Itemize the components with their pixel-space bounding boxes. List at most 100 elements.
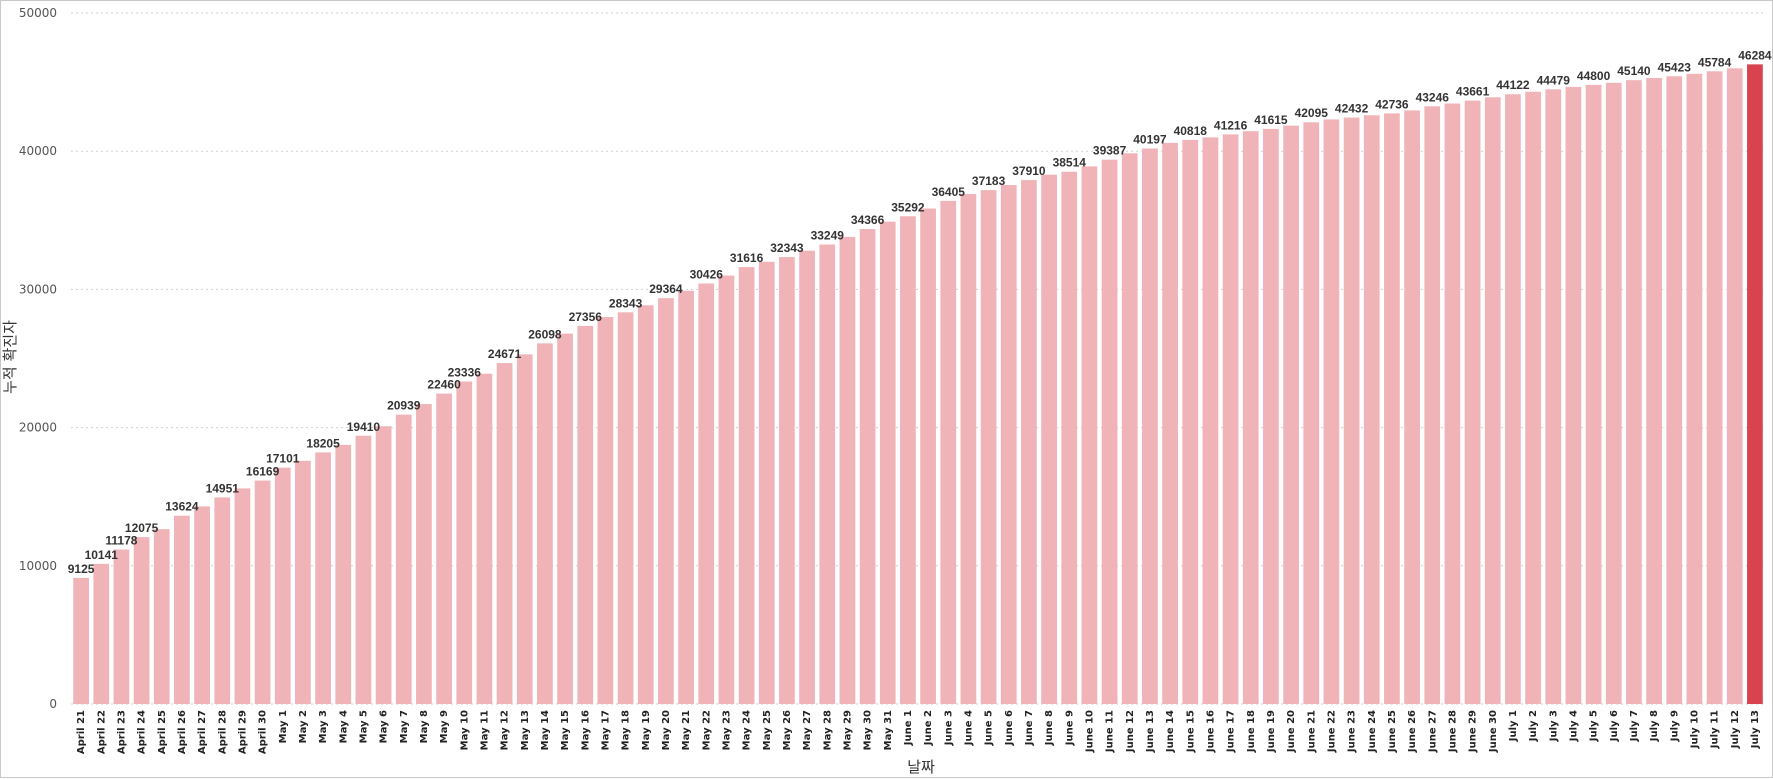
bar [194,506,210,704]
bar [557,333,573,704]
data-label: 31616 [730,251,764,265]
x-tick-label: July 8 [1649,710,1660,742]
x-tick-label: June 7 [1024,710,1035,746]
x-tick-label: April 23 [116,710,127,754]
bar [1101,159,1118,705]
x-tick-label: June 6 [1004,710,1015,746]
data-label: 20939 [387,399,421,413]
x-tick-label: June 27 [1427,710,1438,753]
bar [516,354,533,704]
bar [1747,64,1763,705]
bar [1202,137,1219,704]
x-tick-label: May 15 [560,710,571,750]
y-tick-label: 0 [49,697,57,711]
data-label: 37183 [972,174,1006,188]
bar [1464,100,1481,704]
bar [1666,76,1683,704]
bar [1363,115,1380,704]
x-tick-label: May 7 [399,710,410,743]
y-axis-ticks: 0 10000 20000 30000 40000 50000 [19,6,57,711]
bar [73,577,89,704]
bar [1484,97,1501,704]
bar [1222,134,1239,704]
x-tick-label: July 6 [1609,710,1620,742]
x-tick-label: May 23 [721,710,732,750]
bar [416,404,432,704]
data-label: 24671 [488,347,522,361]
y-axis-title: 누적 확진자 [1,320,19,394]
x-tick-label: May 1 [278,710,289,743]
x-tick-label: May 13 [520,710,531,750]
bar [637,305,654,704]
bar [1686,73,1703,705]
x-tick-label: June 20 [1286,710,1297,753]
x-tick-label: July 3 [1548,710,1559,742]
y-tick-label: 50000 [19,6,57,20]
bar [1565,86,1582,704]
bar [577,325,594,704]
bar [758,261,775,704]
data-label: 13624 [165,500,199,514]
data-label: 23336 [448,365,482,379]
bar [1424,106,1441,705]
x-tick-label: April 24 [137,710,148,754]
bar [355,435,372,704]
bar [395,414,412,704]
data-label: 40818 [1174,124,1208,138]
bar [295,460,311,704]
x-tick-label: May 22 [701,710,712,750]
data-label: 19410 [347,420,381,434]
x-tick-label: June 5 [984,710,995,746]
data-label: 29364 [649,282,683,296]
x-tick-label: June 17 [1226,710,1237,753]
x-tick-label: May 30 [863,710,874,750]
bar [375,426,392,704]
bar [93,563,110,704]
bar [456,381,473,704]
bar [234,488,251,704]
x-tick-label: May 21 [681,710,692,750]
x-tick-label: May 20 [661,710,672,750]
bar [1323,119,1340,704]
x-tick-label: May 8 [419,710,430,743]
x-tick-label: May 17 [600,710,611,750]
x-tick-label: July 1 [1508,710,1519,742]
bar [839,236,856,704]
x-tick-label: June 28 [1447,710,1458,753]
bar [900,216,916,704]
bar [335,444,352,704]
bar [1585,84,1602,704]
x-tick-label: April 25 [157,710,168,754]
x-tick-label: May 31 [883,710,894,750]
x-tick-label: April 26 [177,710,188,754]
data-label: 34366 [851,213,885,227]
gridlines [71,12,1765,705]
bar [1545,89,1562,704]
bar [1182,139,1199,704]
x-tick-label: May 6 [379,710,390,743]
data-label: 14951 [206,481,240,495]
data-label: 43246 [1416,90,1450,104]
x-tick-label: April 27 [197,710,208,754]
x-tick-label: May 2 [298,710,309,743]
x-tick-label: July 11 [1710,710,1721,749]
data-label: 30426 [690,268,724,282]
bar [1081,166,1098,705]
data-label: 12075 [125,521,159,535]
x-tick-label: May 4 [338,710,349,743]
data-label: 18205 [306,436,340,450]
bar [315,452,331,704]
x-tick-label: June 2 [923,710,934,746]
bar [1000,185,1017,704]
bar [1121,153,1138,704]
data-label: 41216 [1214,118,1248,132]
bar [1605,82,1622,704]
data-label: 42736 [1375,97,1409,111]
bar [254,480,271,704]
data-label: 10141 [85,548,119,562]
x-tick-label: May 27 [802,710,813,750]
x-tick-label: June 4 [963,710,974,746]
x-tick-label: June 25 [1387,710,1398,753]
bar [174,515,190,704]
